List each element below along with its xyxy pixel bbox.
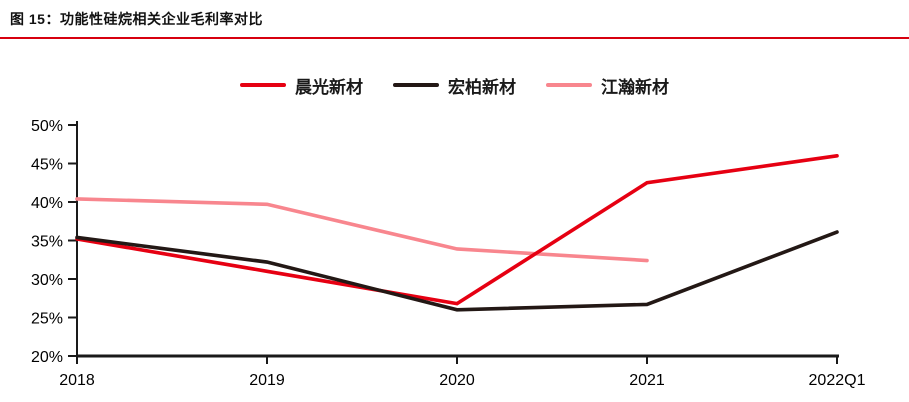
series-line-0: [75, 154, 839, 306]
x-tick-label: 2022Q1: [809, 372, 866, 389]
legend-line-swatch-icon: [393, 83, 439, 87]
series-line-2: [75, 197, 649, 263]
series-line-1: [75, 230, 839, 312]
title-underline-rule: [0, 37, 909, 39]
x-tick-label: 2018: [59, 372, 95, 389]
legend-line-swatch-icon: [240, 83, 286, 87]
y-tick-label: 50%: [31, 118, 63, 135]
chart-legend: 晨光新材 宏柏新材 江瀚新材: [0, 73, 909, 98]
legend-label: 江瀚新材: [601, 77, 669, 97]
legend-item-2: 江瀚新材: [546, 73, 669, 98]
y-tick-label: 45%: [31, 157, 63, 174]
x-tick-label: 2020: [439, 372, 475, 389]
legend-line-swatch-icon: [546, 83, 592, 87]
legend-item-0: 晨光新材: [240, 73, 363, 98]
legend-label: 晨光新材: [295, 77, 363, 97]
x-tick-label: 2021: [629, 372, 665, 389]
y-tick-label: 20%: [31, 349, 63, 366]
y-tick-label: 30%: [31, 272, 63, 289]
y-tick-label: 40%: [31, 195, 63, 212]
x-tick-label: 2019: [249, 372, 285, 389]
y-tick-label: 35%: [31, 234, 63, 251]
figure-title: 图 15：功能性硅烷相关企业毛利率对比: [10, 11, 263, 27]
legend-item-1: 宏柏新材: [393, 73, 516, 98]
legend-label: 宏柏新材: [448, 77, 516, 97]
y-tick-label: 25%: [31, 311, 63, 328]
